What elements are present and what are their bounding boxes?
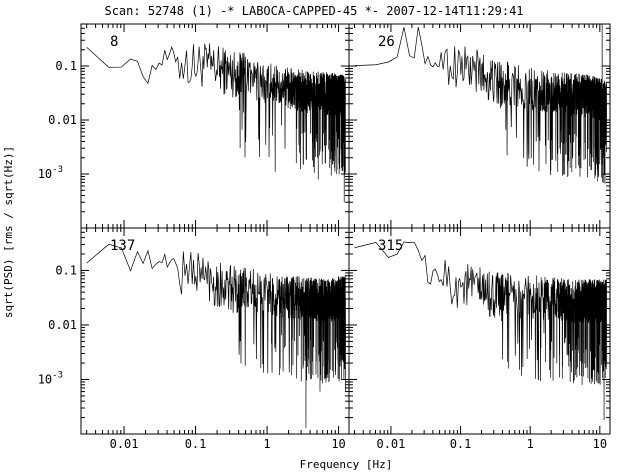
x-tick-label: 1 [263,437,270,451]
psd-series-line [86,43,346,203]
panel-26: 26 [348,23,611,229]
panel-label: 26 [378,34,395,50]
x-tick-label: 0.01 [376,437,405,451]
panel-315: 0.01 0.1 1 10 315 [348,227,611,451]
x-tick-label: 0.1 [185,437,207,451]
x-axis-label: Frequency [Hz] [300,458,393,471]
psd-series-line [86,243,346,428]
panel-frame [80,23,350,229]
chart-title: Scan: 52748 (1) -* LABOCA-CAPPED-45 *- 2… [104,4,523,18]
x-tick-label: 1 [527,437,534,451]
psd-series-line [354,241,607,421]
x-tick-label: 0.1 [450,437,472,451]
y-tick-label: 0.1 [55,263,77,277]
x-tick-label: 10 [593,437,607,451]
y-tick-label: 10-3 [38,370,63,386]
y-tick-label: 0.01 [48,113,77,127]
panel-8: 0.1 0.01 10-3 8 [38,23,350,229]
x-tick-label: 10 [331,437,345,451]
x-tick-label: 0.01 [110,437,139,451]
panel-label: 8 [110,34,118,50]
psd-series-line [354,24,607,184]
panel-label: 315 [378,238,403,254]
panel-label: 137 [110,238,135,254]
y-tick-label: 0.1 [55,59,77,73]
panel-frame [348,227,611,435]
panel-137: 0.1 0.01 10-3 0.01 0.1 1 10 137 [38,227,350,451]
y-axis-label: sqrt(PSD) [rms / sqrt(Hz)] [2,146,15,318]
y-tick-label: 0.01 [48,318,77,332]
y-tick-label: 10-3 [38,165,63,181]
